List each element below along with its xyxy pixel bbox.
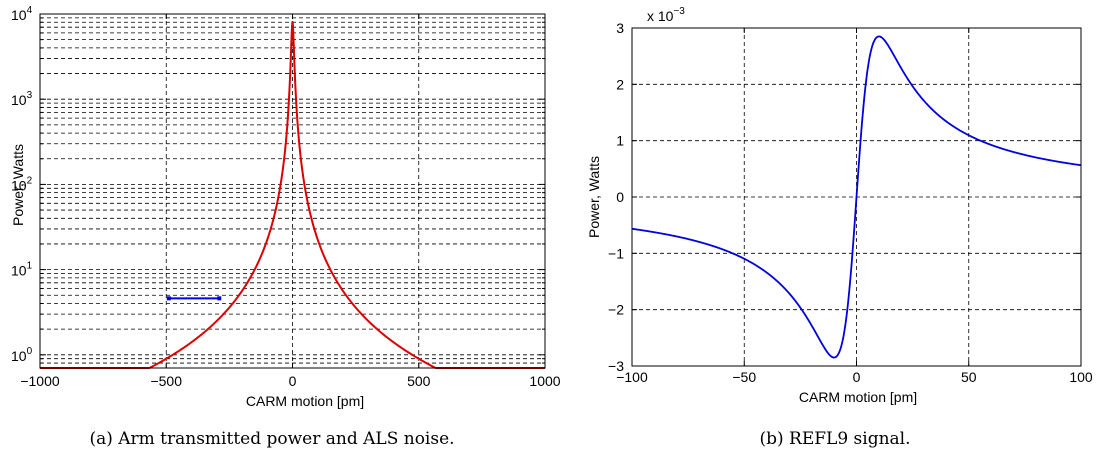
chart-a-x-ticks: −1000 −500 0 500 1000 bbox=[20, 14, 561, 389]
chart-b-y-tick-label: −3 bbox=[608, 358, 624, 374]
chart-b-y-multiplier: x 10−3 bbox=[647, 6, 685, 24]
chart-a-x-tick-label: 0 bbox=[289, 373, 297, 389]
chart-a-x-tick-label: −500 bbox=[150, 373, 182, 389]
chart-a-y-tick-label: 100 bbox=[11, 346, 33, 364]
chart-b-x-axis-label: CARM motion [pm] bbox=[799, 389, 917, 405]
chart-b-x-tick-label: 100 bbox=[1069, 369, 1093, 385]
chart-b-x-tick-label: −100 bbox=[616, 369, 648, 385]
chart-a-plot-area bbox=[40, 21, 545, 369]
chart-b-y-tick-label: −1 bbox=[608, 245, 624, 261]
chart-b-x-tick-label: 0 bbox=[853, 369, 861, 385]
chart-b-caption: (b) REFL9 signal. bbox=[759, 429, 910, 449]
chart-a-x-tick-label: −1000 bbox=[20, 373, 60, 389]
chart-b-x-ticks: −100 −50 0 50 100 bbox=[616, 28, 1093, 385]
chart-b-y-tick-label: −2 bbox=[608, 302, 624, 318]
chart-b-y-axis-label: Power, Watts bbox=[586, 156, 602, 238]
chart-a: −1000 −500 0 500 1000 100 101 102 103 104 CARM m… bbox=[10, 5, 561, 449]
chart-a-series-red-line bbox=[40, 21, 545, 369]
chart-a-caption: (a) Arm transmitted power and ALS noise. bbox=[89, 429, 454, 449]
chart-a-y-tick-label: 103 bbox=[11, 90, 33, 108]
chart-a-y-ticks: 100 101 102 103 104 bbox=[11, 5, 545, 369]
chart-b-series-blue-line bbox=[631, 35, 1082, 359]
chart-a-series-blue-marker bbox=[166, 296, 171, 301]
chart-a-y-tick-label: 101 bbox=[11, 261, 33, 279]
chart-b-y-tick-label: 0 bbox=[616, 189, 624, 205]
chart-a-y-tick-label: 102 bbox=[11, 175, 33, 193]
chart-b-y-tick-label: 1 bbox=[616, 133, 624, 149]
chart-a-y-tick-label: 104 bbox=[11, 5, 33, 23]
chart-b-y-tick-label: 3 bbox=[616, 20, 624, 36]
chart-b-plot-area bbox=[631, 35, 1082, 359]
chart-b-x-tick-label: 50 bbox=[961, 369, 977, 385]
chart-a-series-blue-marker bbox=[217, 296, 222, 301]
chart-b-y-tick-label: 2 bbox=[616, 76, 624, 92]
chart-b-y-ticks: −3 −2 −1 0 1 2 3 bbox=[608, 20, 1081, 374]
chart-b-x-tick-label: −50 bbox=[732, 369, 756, 385]
chart-a-gridlines bbox=[40, 14, 545, 368]
chart-a-x-tick-label: 1000 bbox=[529, 373, 560, 389]
chart-a-x-axis-label: CARM motion [pm] bbox=[246, 393, 364, 409]
chart-a-y-axis-label: Power, Watts bbox=[10, 144, 26, 226]
chart-a-x-tick-label: 500 bbox=[407, 373, 431, 389]
chart-b: −100 −50 0 50 100 −3 −2 −1 0 1 2 3 x 10−3 CARM mot… bbox=[586, 6, 1093, 449]
